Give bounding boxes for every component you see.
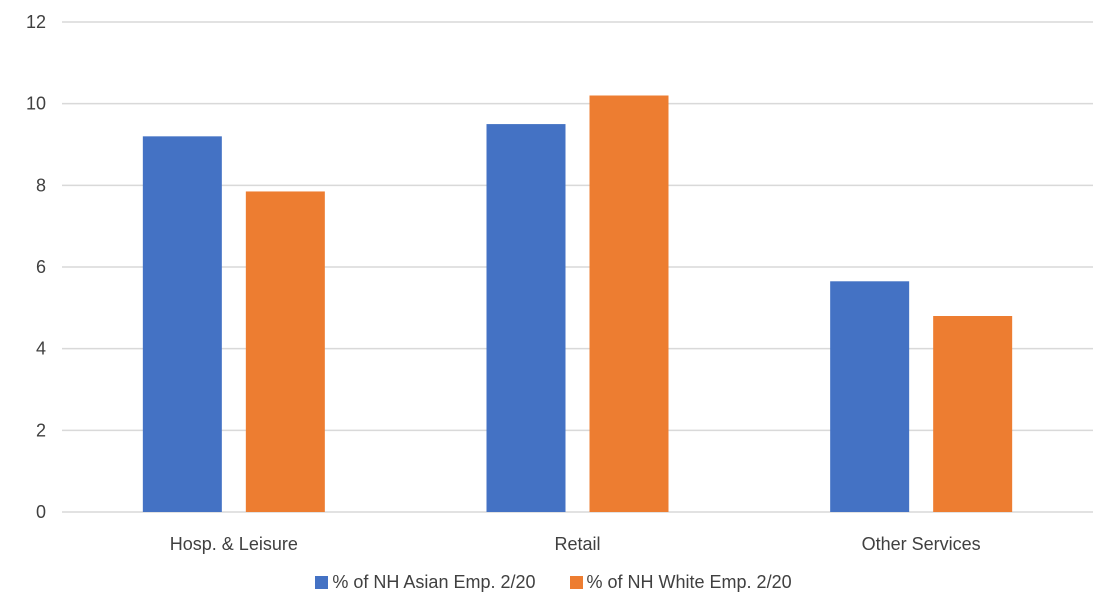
legend-item-series-1: % of NH Asian Emp. 2/20 bbox=[315, 571, 536, 593]
bar-series-1-hosp-leisure bbox=[142, 136, 222, 513]
y-tick-label-8: 8 bbox=[36, 175, 46, 195]
bar-series-2-retail bbox=[589, 95, 669, 512]
x-tick-label-1: Hosp. & Leisure bbox=[170, 534, 298, 554]
legend-label-series-1: % of NH Asian Emp. 2/20 bbox=[332, 571, 536, 592]
legend-swatch-series-1 bbox=[315, 575, 329, 589]
bar-chart: 0 2 4 6 8 10 12 Hosp. & Leisure Retail Other Ser… bbox=[26, 12, 1093, 554]
legend-item-series-2: % of NH White Emp. 2/20 bbox=[569, 571, 792, 593]
bar-series-2-hosp-leisure bbox=[245, 191, 325, 513]
x-tick-label-2: Retail bbox=[554, 534, 600, 554]
y-tick-label-10: 10 bbox=[26, 94, 46, 114]
x-axis-labels: Hosp. & Leisure Retail Other Services bbox=[170, 534, 981, 554]
bar-series-1-retail bbox=[486, 124, 566, 512]
legend-swatch-series-2 bbox=[569, 575, 583, 589]
legend-label-series-2: % of NH White Emp. 2/20 bbox=[586, 571, 792, 592]
y-tick-label-6: 6 bbox=[36, 257, 46, 277]
bars bbox=[142, 95, 1013, 513]
bar-series-2-other-services bbox=[933, 316, 1013, 512]
y-axis-ticks: 0 2 4 6 8 10 12 bbox=[26, 12, 46, 522]
y-tick-label-2: 2 bbox=[36, 420, 46, 440]
y-tick-label-12: 12 bbox=[26, 12, 46, 32]
bar-series-1-other-services bbox=[830, 281, 910, 512]
x-tick-label-3: Other Services bbox=[862, 534, 981, 554]
legend: % of NH Asian Emp. 2/20 % of NH White Em… bbox=[0, 567, 1107, 597]
y-tick-label-0: 0 bbox=[36, 502, 46, 522]
gridlines bbox=[62, 21, 1093, 513]
y-tick-label-4: 4 bbox=[36, 339, 46, 359]
